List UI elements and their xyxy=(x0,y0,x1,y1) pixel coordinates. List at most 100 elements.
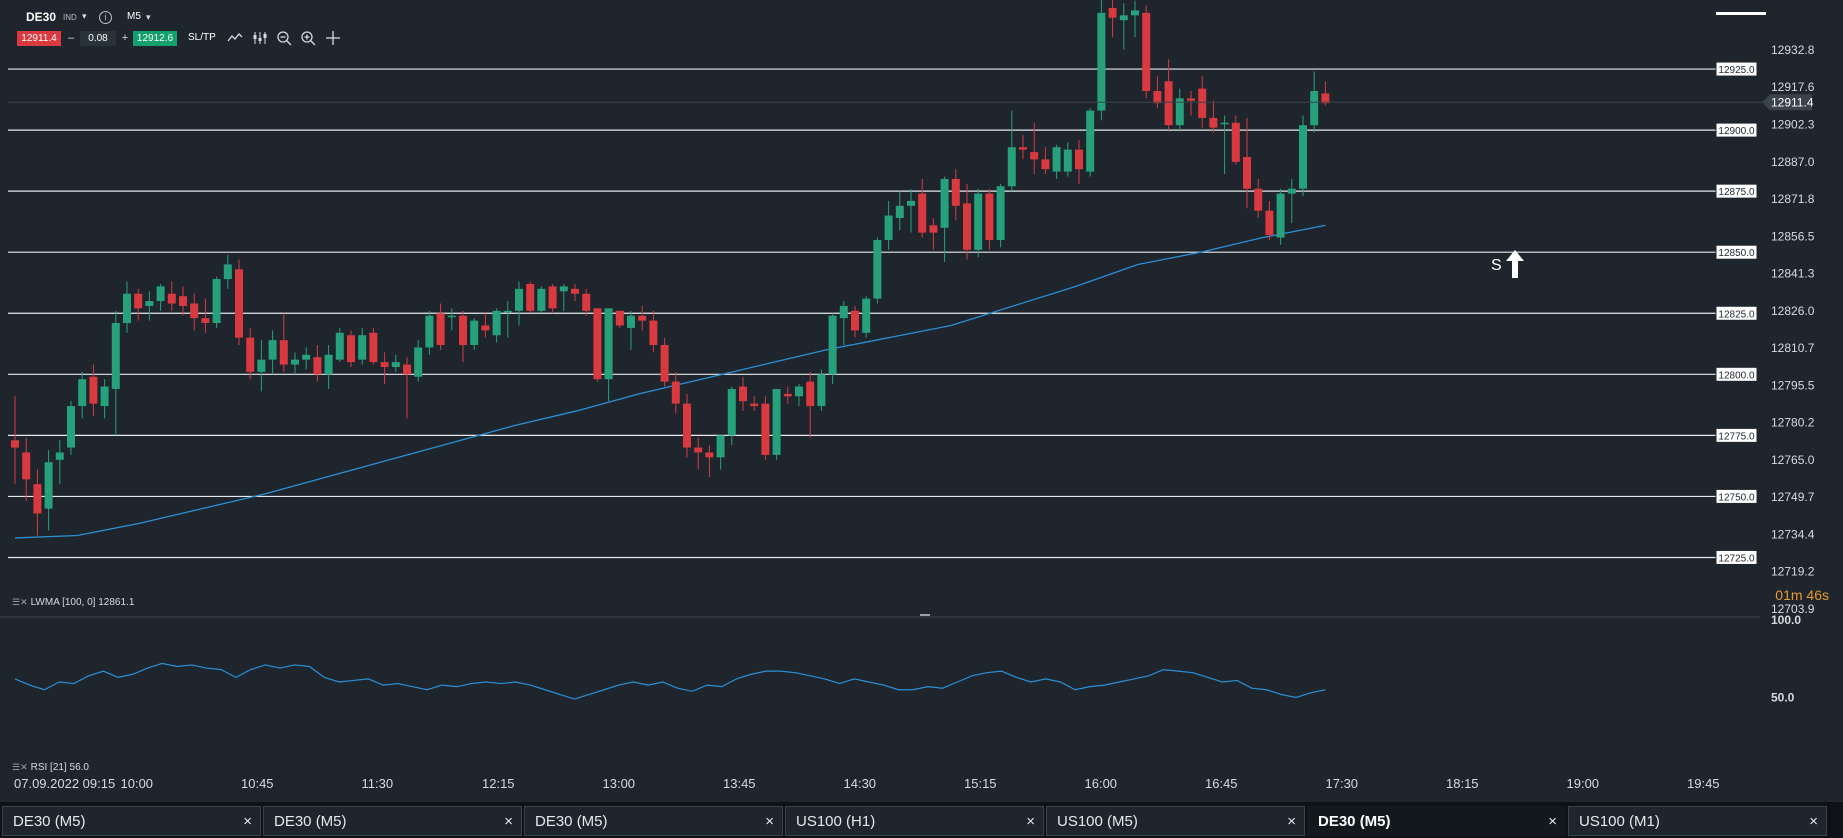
chart-tab[interactable]: US100 (M1) × xyxy=(1568,806,1827,836)
bear-candle xyxy=(582,293,591,311)
zoom-out-icon[interactable] xyxy=(275,29,293,47)
bear-candle xyxy=(1243,156,1251,189)
close-icon[interactable]: × xyxy=(504,813,513,830)
info-icon[interactable]: i xyxy=(99,11,112,24)
bull-candle xyxy=(55,452,64,460)
bear-candle xyxy=(694,447,703,453)
price-axis-tick: 12841.3 xyxy=(1771,266,1815,280)
bull-candle xyxy=(447,315,456,318)
chart-tab[interactable]: US100 (H1) × xyxy=(785,806,1044,836)
time-axis-tick: 15:15 xyxy=(964,776,997,791)
sell-button[interactable]: 12911.4 xyxy=(17,31,61,46)
zoom-in-icon[interactable] xyxy=(299,29,317,47)
tab-label: DE30 (M5) xyxy=(535,813,608,830)
price-axis-tick: 12734.4 xyxy=(1771,528,1815,542)
signal-label: S xyxy=(1491,257,1502,274)
close-icon[interactable]: × xyxy=(765,813,774,830)
quantity-input[interactable]: 0.08 xyxy=(80,31,116,46)
bull-candle xyxy=(1131,10,1139,16)
indicator-settings-icon[interactable]: ☰✕ xyxy=(12,597,28,607)
bear-candle xyxy=(548,286,557,309)
bear-candle xyxy=(649,320,658,346)
rsi-indicator-label[interactable]: ☰✕ RSI [21] 56.0 xyxy=(12,762,89,773)
time-axis-tick: 16:45 xyxy=(1205,776,1238,791)
bear-candle xyxy=(571,288,579,294)
sltp-button[interactable]: SL/TP xyxy=(188,32,216,43)
crosshair-icon[interactable] xyxy=(324,29,342,47)
price-axis-tick: 12765.0 xyxy=(1771,453,1815,467)
panel-minimize-icon[interactable] xyxy=(1716,12,1766,15)
chart-tab[interactable]: US100 (M5) × xyxy=(1046,806,1305,836)
close-icon[interactable]: × xyxy=(1548,813,1557,830)
bull-candle xyxy=(1299,125,1307,189)
bull-candle xyxy=(884,215,893,240)
bull-candle xyxy=(67,406,75,448)
lwma-indicator-label[interactable]: ☰✕ LWMA [100, 0] 12861.1 xyxy=(12,597,134,608)
price-axis-tick: 12780.2 xyxy=(1771,416,1815,430)
timeframe-dropdown-icon[interactable]: ▾ xyxy=(146,12,151,22)
price-axis-tick: 12795.5 xyxy=(1771,378,1815,392)
bull-candle xyxy=(795,386,803,397)
bull-candle xyxy=(358,335,367,360)
bull-candle xyxy=(1175,98,1184,126)
chart-type-icon[interactable] xyxy=(226,29,244,47)
bull-candle xyxy=(1276,193,1285,238)
decrease-quantity-button[interactable]: – xyxy=(67,32,75,44)
bear-candle xyxy=(201,318,210,324)
chart-tab[interactable]: DE30 (M5) × xyxy=(524,806,783,836)
bull-candle xyxy=(335,332,344,360)
price-chart[interactable]: 12925.0 12900.0 12875.0 12850.0 12825.0 12800… xyxy=(0,0,1843,802)
chart-tab[interactable]: DE30 (M5) × xyxy=(263,806,522,836)
bear-candle xyxy=(1164,81,1173,126)
symbol-selector[interactable]: DE30 xyxy=(26,10,57,24)
tab-label: US100 (M1) xyxy=(1579,813,1660,830)
bull-candle xyxy=(974,193,983,250)
price-axis-tick: 12917.6 xyxy=(1771,80,1815,94)
bear-candle xyxy=(1198,88,1207,118)
time-axis-tick: 19:45 xyxy=(1687,776,1720,791)
bull-candle xyxy=(123,293,131,324)
bull-candle xyxy=(873,239,882,299)
bull-candle xyxy=(817,374,826,407)
bear-candle xyxy=(951,178,960,206)
tab-label: DE30 (M5) xyxy=(13,813,86,830)
close-icon[interactable]: × xyxy=(1026,813,1035,830)
tab-label: DE30 (M5) xyxy=(274,813,347,830)
bull-candle xyxy=(1063,149,1072,172)
bear-candle xyxy=(1187,98,1195,101)
close-icon[interactable]: × xyxy=(1809,813,1818,830)
bear-candle xyxy=(783,393,792,397)
bear-candle xyxy=(526,283,535,311)
bull-candle xyxy=(727,388,736,436)
chart-toolbar: DE30 IND ▾ i M5 ▾ 12911.4 – 0.08 + 12912… xyxy=(0,0,1843,55)
bull-candle xyxy=(839,305,848,319)
bear-candle xyxy=(134,293,143,309)
indicators-icon[interactable] xyxy=(251,29,269,47)
chart-tab[interactable]: DE30 (M5) × xyxy=(2,806,261,836)
bear-candle xyxy=(671,381,680,404)
price-level-box xyxy=(1715,244,1758,260)
price-level-box xyxy=(1715,61,1758,77)
bear-candle xyxy=(279,340,288,365)
bear-candle xyxy=(1153,91,1162,104)
close-icon[interactable]: × xyxy=(243,813,252,830)
lwma-label-text: LWMA [100, 0] 12861.1 xyxy=(30,597,135,608)
price-level-box xyxy=(1715,488,1758,504)
timeframe-selector[interactable]: M5 xyxy=(127,11,141,22)
indicator-settings-icon[interactable]: ☰✕ xyxy=(12,762,28,772)
chart-tab[interactable]: DE30 (M5) × xyxy=(1307,806,1566,836)
symbol-dropdown-icon[interactable]: ▾ xyxy=(82,11,87,21)
buy-button[interactable]: 12912.6 xyxy=(133,31,177,46)
price-axis-tick: 12810.7 xyxy=(1771,341,1815,355)
price-level-box xyxy=(1715,305,1758,321)
bear-candle xyxy=(436,313,445,346)
time-axis-tick: 19:00 xyxy=(1567,776,1600,791)
bear-candle xyxy=(235,269,243,338)
rsi-label-text: RSI [21] 56.0 xyxy=(30,762,89,773)
up-arrow-icon xyxy=(1506,250,1524,278)
increase-quantity-button[interactable]: + xyxy=(121,32,129,44)
price-level-label: 12775.0 xyxy=(1718,431,1755,442)
close-icon[interactable]: × xyxy=(1287,813,1296,830)
time-axis-tick: 14:30 xyxy=(844,776,877,791)
price-level-label: 12875.0 xyxy=(1718,187,1755,198)
